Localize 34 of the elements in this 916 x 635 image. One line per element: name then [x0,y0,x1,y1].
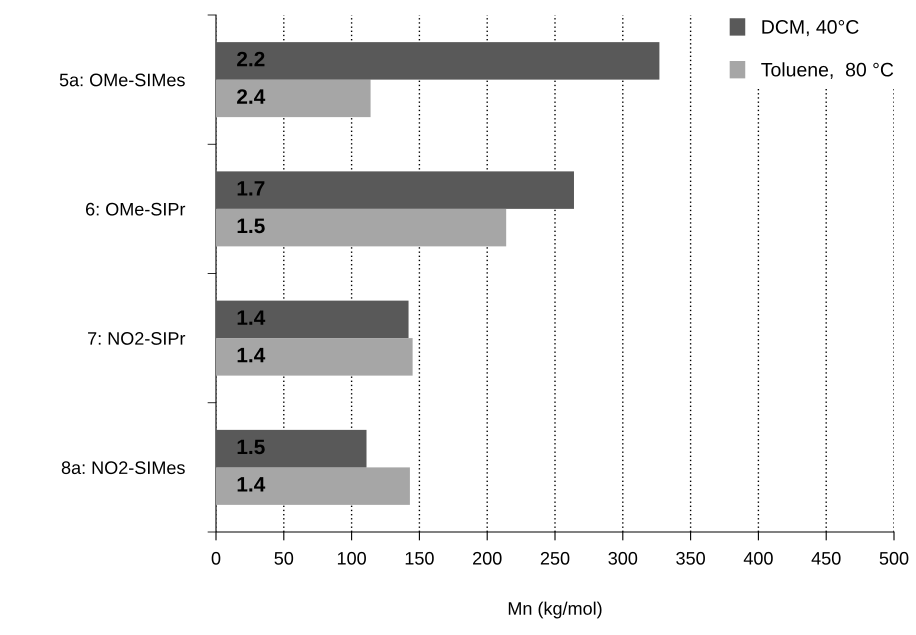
bar [216,430,367,468]
annotation: 1.5 [238,440,265,454]
bar [216,171,574,209]
x-tick-label: 250 [540,552,570,565]
x-tick-label: 450 [812,552,841,565]
x-tick-label: 300 [608,552,638,565]
x-tick-label: 150 [406,552,434,565]
x-tick-label: 200 [473,552,502,565]
bar [216,338,413,376]
x-axis-title: Mn (kg/mol) [508,602,602,618]
legend-label: Toluene, 80 °C [761,62,894,79]
bar [216,80,371,118]
annotation: 1.7 [238,181,264,196]
bar [216,42,660,80]
x-tick-label: 350 [676,552,705,565]
annotation: 1.5 [238,218,265,234]
x-tick-label: 0 [212,552,220,565]
annotation: 2.4 [237,89,266,104]
annotation: 1.4 [238,348,266,362]
annotation: 2.2 [237,52,264,66]
x-tick-label: 400 [744,552,773,565]
annotation: 1.4 [238,310,266,325]
y-tick-label: 5a: OMe-SIMes [60,74,185,86]
annotation: 1.4 [238,477,266,492]
legend-label: DCM, 40°C [762,20,859,36]
bar [216,208,506,246]
x-tick-label: 100 [338,552,366,565]
y-tick-label: 6: OMe-SIPr [86,202,186,216]
x-tick-label: 50 [274,552,294,565]
x-tick-label: 500 [880,552,908,565]
y-tick-label: 7: NO2-SIPr [88,332,186,345]
bar [216,467,410,505]
y-tick-label: 8a: NO2-SIMes [62,461,185,474]
bar [216,300,409,338]
